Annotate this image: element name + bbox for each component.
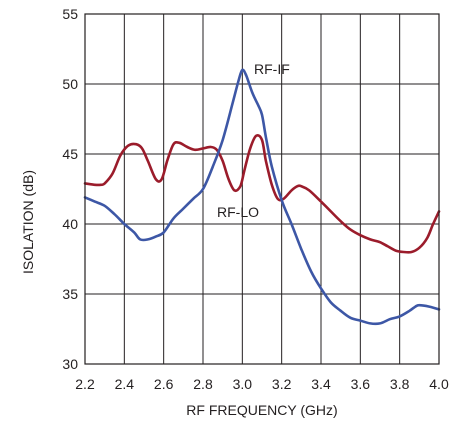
y-tick-label: 55 [62, 6, 78, 22]
y-tick-label: 50 [62, 76, 78, 92]
series-label-rf-lo: RF-LO [217, 204, 259, 220]
x-tick-label: 2.8 [193, 376, 213, 392]
series-label-rf-if: RF-IF [254, 61, 290, 77]
y-tick-label: 45 [62, 146, 78, 162]
y-axis-label: ISOLATION (dB) [20, 170, 36, 274]
x-axis-ticks: 2.2 2.4 2.6 2.8 3.0 3.2 3.4 3.6 3.8 4.0 [75, 376, 449, 392]
x-tick-label: 3.0 [233, 376, 253, 392]
series-line-rf-lo [83, 133, 441, 254]
x-tick-label: 2.6 [154, 376, 174, 392]
x-axis-label: RF FREQUENCY (GHz) [186, 402, 337, 418]
x-tick-label: 2.2 [75, 376, 95, 392]
x-tick-label: 3.6 [351, 376, 371, 392]
x-tick-label: 2.4 [115, 376, 135, 392]
plot-frame [84, 13, 440, 365]
y-axis-ticks: 30 35 40 45 50 55 [62, 6, 78, 372]
x-tick-label: 4.0 [429, 376, 449, 392]
x-tick-label: 3.8 [390, 376, 410, 392]
y-tick-label: 40 [62, 216, 78, 232]
y-tick-label: 30 [62, 356, 78, 372]
x-tick-label: 3.4 [311, 376, 331, 392]
y-tick-label: 35 [62, 286, 78, 302]
series-line-rf-if [83, 68, 441, 326]
x-tick-label: 3.2 [272, 376, 292, 392]
chart-series [83, 68, 441, 326]
